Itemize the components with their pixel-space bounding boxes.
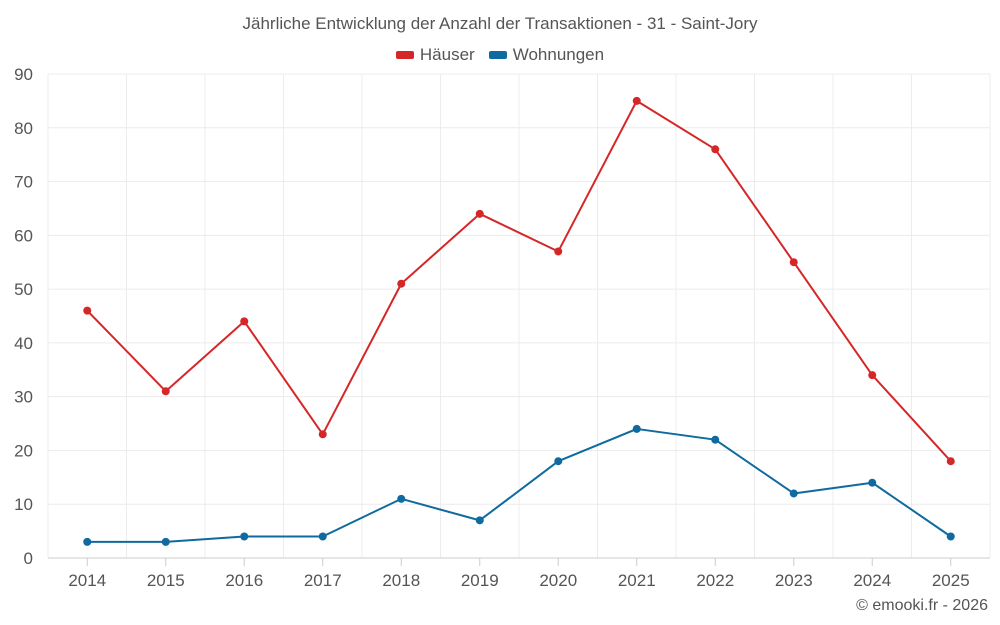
data-point-wohnungen[interactable] bbox=[711, 435, 720, 444]
x-tick-label: 2016 bbox=[225, 571, 263, 590]
legend-item-haeuser[interactable]: Häuser bbox=[395, 45, 475, 65]
series-line-wohnungen bbox=[87, 427, 952, 543]
x-tick-label: 2023 bbox=[775, 571, 813, 590]
y-tick-label: 10 bbox=[14, 495, 33, 514]
data-point-haeuser[interactable] bbox=[711, 145, 720, 154]
data-point-haeuser[interactable] bbox=[240, 317, 249, 326]
data-point-haeuser[interactable] bbox=[83, 306, 92, 315]
x-tick-label: 2014 bbox=[68, 571, 106, 590]
data-point-wohnungen[interactable] bbox=[475, 516, 484, 525]
data-point-wohnungen[interactable] bbox=[632, 424, 641, 433]
data-point-haeuser[interactable] bbox=[632, 96, 641, 105]
data-point-haeuser[interactable] bbox=[397, 279, 406, 288]
data-point-wohnungen[interactable] bbox=[554, 457, 563, 466]
data-point-wohnungen[interactable] bbox=[397, 494, 406, 503]
y-tick-label: 40 bbox=[14, 334, 33, 353]
y-tick-label: 50 bbox=[14, 280, 33, 299]
y-tick-label: 60 bbox=[14, 226, 33, 245]
y-tick-label: 30 bbox=[14, 388, 33, 407]
data-point-wohnungen[interactable] bbox=[318, 532, 327, 541]
data-point-haeuser[interactable] bbox=[946, 457, 955, 466]
data-point-wohnungen[interactable] bbox=[83, 537, 92, 546]
legend: Häuser Wohnungen bbox=[0, 45, 1000, 65]
credits[interactable]: © emooki.fr - 2026 bbox=[856, 597, 988, 614]
x-tick-label: 2022 bbox=[696, 571, 734, 590]
data-point-haeuser[interactable] bbox=[554, 247, 563, 256]
legend-label-wohnungen: Wohnungen bbox=[512, 45, 605, 64]
series-line-haeuser bbox=[86, 99, 952, 462]
y-tick-label: 20 bbox=[14, 441, 33, 460]
legend-swatch-wohnungen bbox=[488, 51, 507, 59]
legend-label-haeuser: Häuser bbox=[419, 45, 475, 64]
data-point-wohnungen[interactable] bbox=[240, 532, 249, 541]
data-point-wohnungen[interactable] bbox=[789, 489, 798, 498]
data-point-haeuser[interactable] bbox=[475, 209, 484, 218]
legend-item-wohnungen[interactable]: Wohnungen bbox=[488, 45, 605, 65]
legend-swatch-haeuser bbox=[395, 51, 414, 59]
x-tick-label: 2015 bbox=[147, 571, 185, 590]
x-tick-label: 2021 bbox=[618, 571, 656, 590]
y-tick-label: 80 bbox=[14, 119, 33, 138]
x-tick-label: 2025 bbox=[932, 571, 970, 590]
y-tick-label: 90 bbox=[14, 65, 33, 84]
x-tick-label: 2018 bbox=[382, 571, 420, 590]
data-point-haeuser[interactable] bbox=[161, 387, 170, 396]
data-point-wohnungen[interactable] bbox=[868, 478, 877, 487]
x-tick-label: 2017 bbox=[304, 571, 342, 590]
x-tick-label: 2019 bbox=[461, 571, 499, 590]
chart-title: Jährliche Entwicklung der Anzahl der Tra… bbox=[242, 14, 758, 33]
data-point-haeuser[interactable] bbox=[868, 371, 877, 380]
x-tick-label: 2020 bbox=[539, 571, 577, 590]
data-point-wohnungen[interactable] bbox=[946, 532, 955, 541]
data-point-haeuser[interactable] bbox=[318, 430, 327, 439]
y-tick-label: 0 bbox=[24, 549, 33, 568]
data-point-wohnungen[interactable] bbox=[161, 537, 170, 546]
x-tick-label: 2024 bbox=[853, 571, 891, 590]
data-point-haeuser[interactable] bbox=[789, 258, 798, 267]
y-tick-label: 70 bbox=[14, 173, 33, 192]
